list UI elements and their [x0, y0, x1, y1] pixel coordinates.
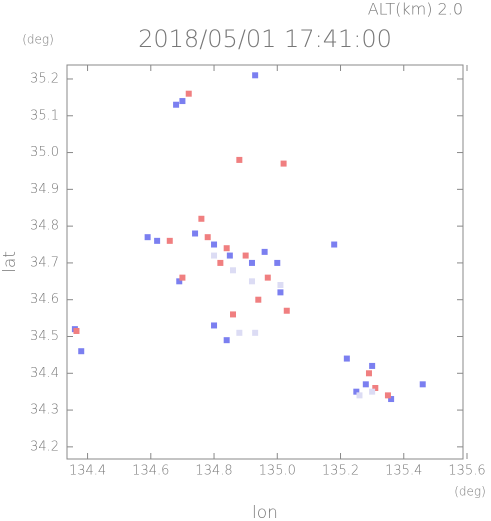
echo-point — [78, 348, 85, 355]
y-tick-label: 34.6 — [30, 292, 59, 307]
y-axis-label: lat — [0, 251, 20, 273]
x-tick-label: 135.2 — [322, 464, 359, 479]
echo-point — [384, 392, 391, 399]
x-tick-label: 134.4 — [69, 464, 106, 479]
echo-point — [261, 248, 268, 255]
echo-point — [242, 252, 249, 259]
echo-point — [230, 311, 237, 318]
echo-point — [255, 296, 262, 303]
echo-point — [388, 396, 395, 403]
y-tick-label: 35.2 — [30, 71, 59, 86]
x-tick-label: 135.4 — [385, 464, 422, 479]
y-tick-label: 34.3 — [30, 403, 59, 418]
echo-point — [176, 278, 183, 285]
echo-point — [274, 259, 281, 266]
y-tick-label: 34.9 — [30, 182, 59, 197]
x-tick-label: 135.0 — [259, 464, 296, 479]
echo-point — [372, 384, 379, 391]
chart-title: 2018/05/01 17:41:00 — [138, 25, 392, 53]
echo-point — [277, 289, 284, 296]
echo-point — [217, 259, 224, 266]
y-tick-label: 35.0 — [30, 145, 59, 160]
echo-point — [211, 252, 218, 259]
echo-point — [356, 392, 363, 399]
echo-point — [277, 281, 284, 288]
echo-point — [331, 241, 338, 248]
echo-point — [230, 267, 237, 274]
echo-point — [223, 245, 230, 252]
y-tick-label: 34.5 — [30, 329, 59, 344]
echo-point — [252, 72, 259, 79]
echo-point — [73, 327, 80, 334]
echo-point — [280, 160, 287, 167]
echo-point — [283, 307, 290, 314]
y-tick-label: 34.2 — [30, 439, 59, 454]
echo-point — [353, 388, 360, 395]
echo-point — [248, 259, 255, 266]
echo-point — [154, 237, 161, 244]
echo-point — [369, 362, 376, 369]
x-tick-label: 135.6 — [448, 464, 485, 479]
echo-point — [211, 241, 218, 248]
echo-point — [264, 274, 271, 281]
echo-point — [185, 90, 192, 97]
echo-point — [236, 156, 243, 163]
echo-point — [419, 381, 426, 388]
echo-point — [369, 388, 376, 395]
echo-point — [192, 230, 199, 237]
chart-subtitle: ALT(km) 2.0 — [368, 0, 463, 19]
echo-point — [343, 355, 350, 362]
echo-point — [173, 101, 180, 108]
echo-point — [226, 252, 233, 259]
echo-point — [179, 274, 186, 281]
y-tick-label: 34.4 — [30, 366, 59, 381]
echo-point — [248, 278, 255, 285]
echo-point — [365, 370, 372, 377]
echo-point — [362, 381, 369, 388]
echo-point — [166, 237, 173, 244]
x-axis-label: lon — [252, 503, 278, 521]
echo-point — [223, 337, 230, 344]
plot-frame — [66, 64, 464, 460]
echo-point — [252, 329, 259, 336]
y-unit: (deg) — [22, 33, 54, 47]
echo-point — [198, 215, 205, 222]
y-tick-label: 34.7 — [30, 255, 59, 270]
x-unit: (deg) — [454, 485, 486, 499]
echo-point — [236, 329, 243, 336]
echo-point — [179, 98, 186, 105]
x-tick-label: 134.6 — [132, 464, 169, 479]
echo-point — [204, 234, 211, 241]
y-tick-label: 34.8 — [30, 219, 59, 234]
echo-point — [144, 234, 151, 241]
y-tick-label: 35.1 — [30, 108, 59, 123]
x-tick-label: 134.8 — [195, 464, 232, 479]
echo-point — [211, 322, 218, 329]
